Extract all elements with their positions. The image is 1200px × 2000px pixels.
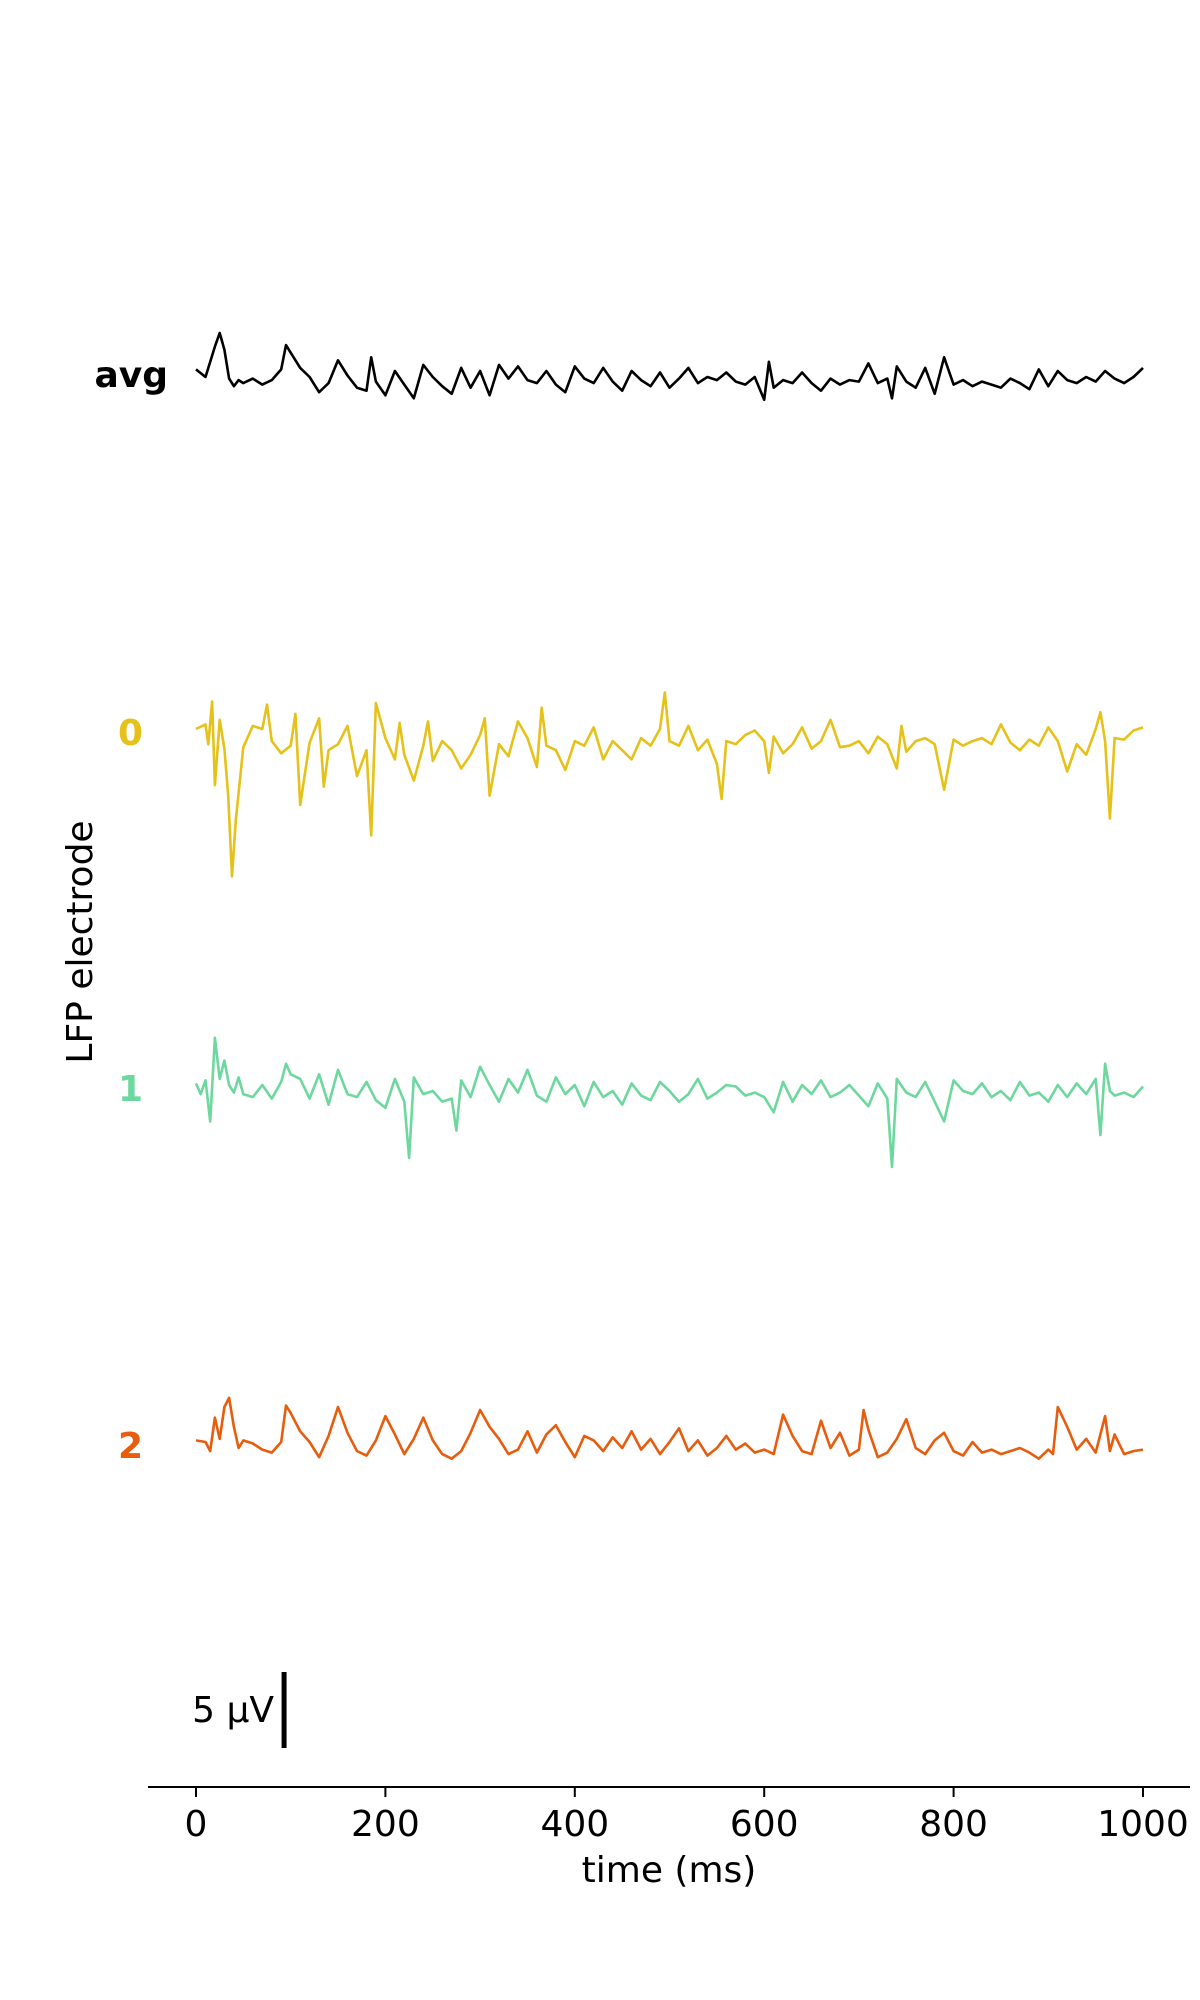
scale-bar-label: 5 μV <box>192 1690 274 1731</box>
trace-label-avg: avg <box>94 355 168 396</box>
x-tick-label: 1000 <box>1097 1804 1189 1845</box>
x-tick-label: 200 <box>351 1804 420 1845</box>
trace-label-electrode-0: 0 <box>118 713 143 754</box>
x-tick-label: 600 <box>730 1804 799 1845</box>
y-axis-title: LFP electrode <box>60 820 101 1063</box>
x-ticks-group: 0 200 400 600 800 1000 <box>185 1787 1189 1845</box>
x-axis: 0 200 400 600 800 1000 time (ms) <box>148 1786 1190 1891</box>
x-tick-label: 400 <box>540 1804 609 1845</box>
trace-electrode-1 <box>194 1036 1144 1169</box>
trace-avg <box>195 331 1144 402</box>
trace-electrode-0 <box>195 691 1144 878</box>
trace-electrode-2 <box>195 1396 1144 1460</box>
trace-labels-group: avg 0 1 2 <box>94 355 168 1467</box>
traces-group <box>194 331 1144 1460</box>
x-tick-label: 800 <box>919 1804 988 1845</box>
trace-label-electrode-1: 1 <box>118 1069 143 1110</box>
trace-label-electrode-2: 2 <box>118 1426 143 1467</box>
x-axis-title: time (ms) <box>582 1850 757 1891</box>
x-tick-label: 0 <box>185 1804 208 1845</box>
scale-bar: 5 μV <box>192 1672 287 1748</box>
